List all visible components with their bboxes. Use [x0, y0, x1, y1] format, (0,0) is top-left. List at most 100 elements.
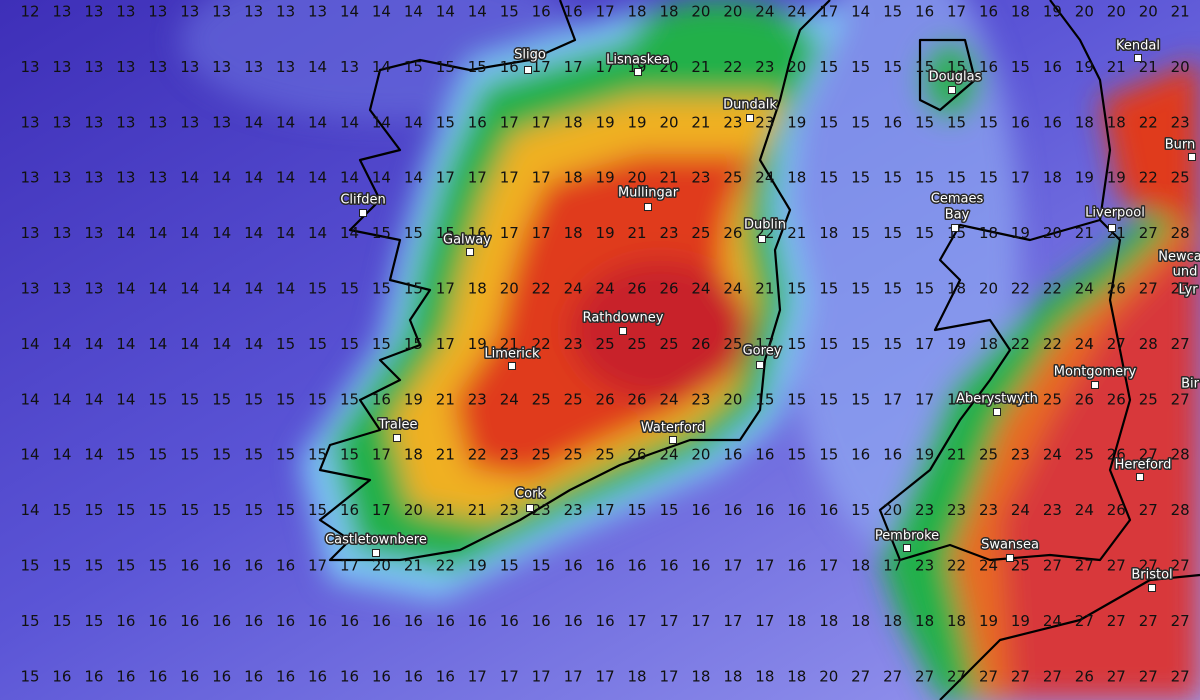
grid-value: 14: [436, 3, 455, 21]
grid-value: 25: [532, 390, 551, 408]
grid-value: 15: [276, 446, 295, 464]
temperature-grid: 12 13 13 13 13 13 13 13 13 13 14 14 14 14 14 15 16 16 17 18…: [20, 3, 1189, 686]
place-label: Swansea: [981, 538, 1039, 553]
grid-value: 24: [564, 280, 583, 298]
grid-value: 17: [500, 224, 519, 242]
grid-value: 19: [404, 390, 423, 408]
grid-value: 16: [691, 557, 710, 575]
grid-value: 13: [20, 224, 39, 242]
place-marker: [524, 66, 532, 74]
grid-value: 16: [1011, 113, 1030, 131]
grid-value: 24: [691, 280, 710, 298]
grid-value: 13: [340, 58, 359, 76]
grid-value: 14: [308, 113, 327, 131]
grid-value: 23: [564, 335, 583, 353]
place-marker: [1108, 224, 1116, 232]
grid-value: 15: [851, 224, 870, 242]
grid-value: 14: [340, 169, 359, 187]
grid-value: 13: [52, 169, 71, 187]
grid-value: 17: [596, 667, 615, 685]
place-marker: [634, 68, 642, 76]
grid-value: 14: [20, 446, 39, 464]
grid-value: 13: [84, 113, 103, 131]
grid-value: 16: [500, 612, 519, 630]
grid-value: 15: [787, 446, 806, 464]
grid-value: 17: [468, 667, 487, 685]
grid-value: 25: [979, 446, 998, 464]
grid-value: 17: [723, 612, 742, 630]
grid-value: 18: [755, 667, 774, 685]
grid-value: 15: [52, 612, 71, 630]
grid-value: 16: [787, 557, 806, 575]
grid-value: 14: [116, 390, 135, 408]
grid-value: 15: [20, 612, 39, 630]
grid-value: 16: [180, 557, 199, 575]
grid-value: 23: [723, 113, 742, 131]
grid-value: 15: [180, 501, 199, 519]
grid-value: 15: [340, 335, 359, 353]
grid-value: 26: [691, 335, 710, 353]
grid-value: 18: [468, 280, 487, 298]
grid-value: 16: [468, 113, 487, 131]
grid-value: 27: [1171, 557, 1190, 575]
grid-value: 26: [628, 280, 647, 298]
grid-value: 23: [691, 169, 710, 187]
grid-value: 26: [659, 280, 678, 298]
grid-value: 13: [52, 3, 71, 21]
grid-value: 27: [1171, 390, 1190, 408]
grid-value: 17: [340, 557, 359, 575]
grid-value: 27: [1171, 612, 1190, 630]
grid-value: 21: [659, 169, 678, 187]
grid-value: 17: [308, 557, 327, 575]
grid-value: 14: [180, 280, 199, 298]
grid-value: 15: [436, 113, 455, 131]
grid-value: 20: [500, 280, 519, 298]
grid-value: 14: [404, 169, 423, 187]
grid-value: 27: [1139, 224, 1158, 242]
grid-value: 23: [468, 390, 487, 408]
grid-value: 15: [915, 224, 934, 242]
grid-value: 19: [947, 335, 966, 353]
grid-value: 27: [1139, 667, 1158, 685]
grid-value: 14: [340, 3, 359, 21]
grid-value: 16: [340, 612, 359, 630]
grid-value: 15: [148, 446, 167, 464]
grid-value: 16: [212, 612, 231, 630]
grid-value: 15: [212, 390, 231, 408]
grid-value: 16: [340, 667, 359, 685]
place-label: Tralee: [378, 418, 418, 433]
grid-value: 14: [180, 169, 199, 187]
grid-value: 14: [148, 335, 167, 353]
grid-value: 16: [979, 58, 998, 76]
grid-value: 24: [659, 390, 678, 408]
grid-value: 15: [851, 390, 870, 408]
grid-value: 15: [979, 169, 998, 187]
grid-value: 15: [148, 557, 167, 575]
grid-value: 26: [1107, 501, 1126, 519]
grid-value: 14: [84, 335, 103, 353]
grid-value: 16: [564, 3, 583, 21]
grid-value: 15: [372, 335, 391, 353]
grid-value: 13: [84, 224, 103, 242]
grid-value: 20: [1139, 3, 1158, 21]
grid-value: 13: [180, 113, 199, 131]
grid-value: 17: [532, 224, 551, 242]
grid-value: 15: [180, 390, 199, 408]
place-marker: [1188, 153, 1196, 161]
grid-value: 21: [436, 501, 455, 519]
grid-value: 22: [1139, 113, 1158, 131]
grid-value: 24: [979, 557, 998, 575]
grid-value: 15: [84, 557, 103, 575]
grid-value: 19: [1107, 169, 1126, 187]
place-label: Liverpool: [1085, 206, 1145, 221]
grid-value: 14: [244, 335, 263, 353]
grid-value: 16: [596, 557, 615, 575]
grid-value: 14: [212, 280, 231, 298]
grid-value: 15: [308, 390, 327, 408]
place-label: Pembroke: [875, 529, 939, 544]
grid-value: 17: [883, 390, 902, 408]
grid-value: 16: [532, 612, 551, 630]
grid-value: 17: [532, 169, 551, 187]
grid-value: 17: [755, 612, 774, 630]
grid-value: 18: [915, 612, 934, 630]
